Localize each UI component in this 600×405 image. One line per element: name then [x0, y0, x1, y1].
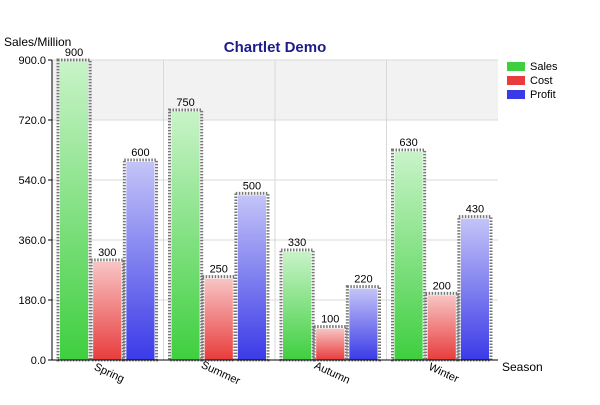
y-tick-labels: 0.0 180.0 360.0 540.0 720.0 900.0: [18, 55, 46, 367]
bar-outline-profit-autumn: [345, 285, 382, 362]
value-labels: 900 300 600 750 250 500 330 100 220 630 200 430: [65, 47, 484, 326]
x-tick-label-autumn: Autumn: [312, 360, 351, 387]
data-label-profit-summer: 500: [243, 180, 261, 192]
legend: Sales Cost Profit: [507, 61, 558, 101]
data-label-profit-winter: 430: [466, 204, 484, 216]
y-tick-label: 900.0: [18, 55, 46, 67]
bar-profit-autumn: [349, 288, 378, 360]
bar-outline-profit-spring: [122, 158, 159, 362]
legend-swatch-cost: [507, 76, 525, 85]
y-axis-label: Sales/Million: [4, 35, 71, 49]
bar-outline-profit-summer: [234, 191, 270, 362]
x-tick-label-spring: Spring: [92, 361, 126, 385]
legend-label-cost: Cost: [530, 75, 553, 87]
bar-cost-winter: [427, 295, 456, 360]
data-label-profit-spring: 600: [131, 147, 149, 159]
x-tick-label-summer: Summer: [199, 359, 242, 388]
y-tick-label: 720.0: [18, 115, 46, 127]
x-axis-label: Season: [502, 360, 543, 374]
legend-swatch-profit: [507, 90, 525, 99]
data-label-sales-winter: 630: [399, 137, 417, 149]
bar-cost-summer: [204, 278, 233, 360]
chart-title: Chartlet Demo: [224, 39, 327, 56]
bars: [56, 58, 493, 362]
y-tick-label: 360.0: [18, 235, 46, 247]
legend-swatch-sales: [507, 62, 525, 71]
y-tick-label: 0.0: [31, 355, 46, 367]
axes: [51, 60, 498, 361]
x-tick-labels: Spring Summer Autumn Winter: [92, 359, 461, 388]
data-label-cost-summer: 250: [210, 264, 228, 276]
data-label-cost-spring: 300: [98, 247, 116, 259]
bar-outline-profit-winter: [457, 215, 493, 362]
data-label-sales-summer: 750: [176, 97, 194, 109]
bar-sales-spring: [60, 62, 89, 360]
bar-outline-cost-summer: [201, 275, 237, 362]
bar-sales-summer: [171, 112, 200, 360]
y-tick-label: 540.0: [18, 175, 46, 187]
bar-sales-autumn: [283, 252, 312, 360]
data-label-cost-autumn: 100: [321, 314, 339, 326]
x-tick-label-winter: Winter: [427, 361, 461, 385]
legend-label-profit: Profit: [530, 89, 556, 101]
y-tick-label: 180.0: [18, 295, 46, 307]
data-label-profit-autumn: 220: [354, 274, 372, 286]
data-label-sales-autumn: 330: [288, 237, 306, 249]
bar-profit-spring: [126, 162, 155, 360]
bar-profit-winter: [460, 218, 489, 360]
bar-outline-sales-autumn: [279, 248, 315, 362]
data-label-cost-winter: 200: [433, 280, 451, 292]
bar-profit-summer: [237, 195, 266, 360]
bar-sales-winter: [394, 152, 423, 360]
bar-cost-autumn: [316, 328, 345, 360]
bar-cost-spring: [93, 262, 122, 360]
legend-label-sales: Sales: [530, 61, 558, 73]
data-label-sales-spring: 900: [65, 47, 83, 59]
